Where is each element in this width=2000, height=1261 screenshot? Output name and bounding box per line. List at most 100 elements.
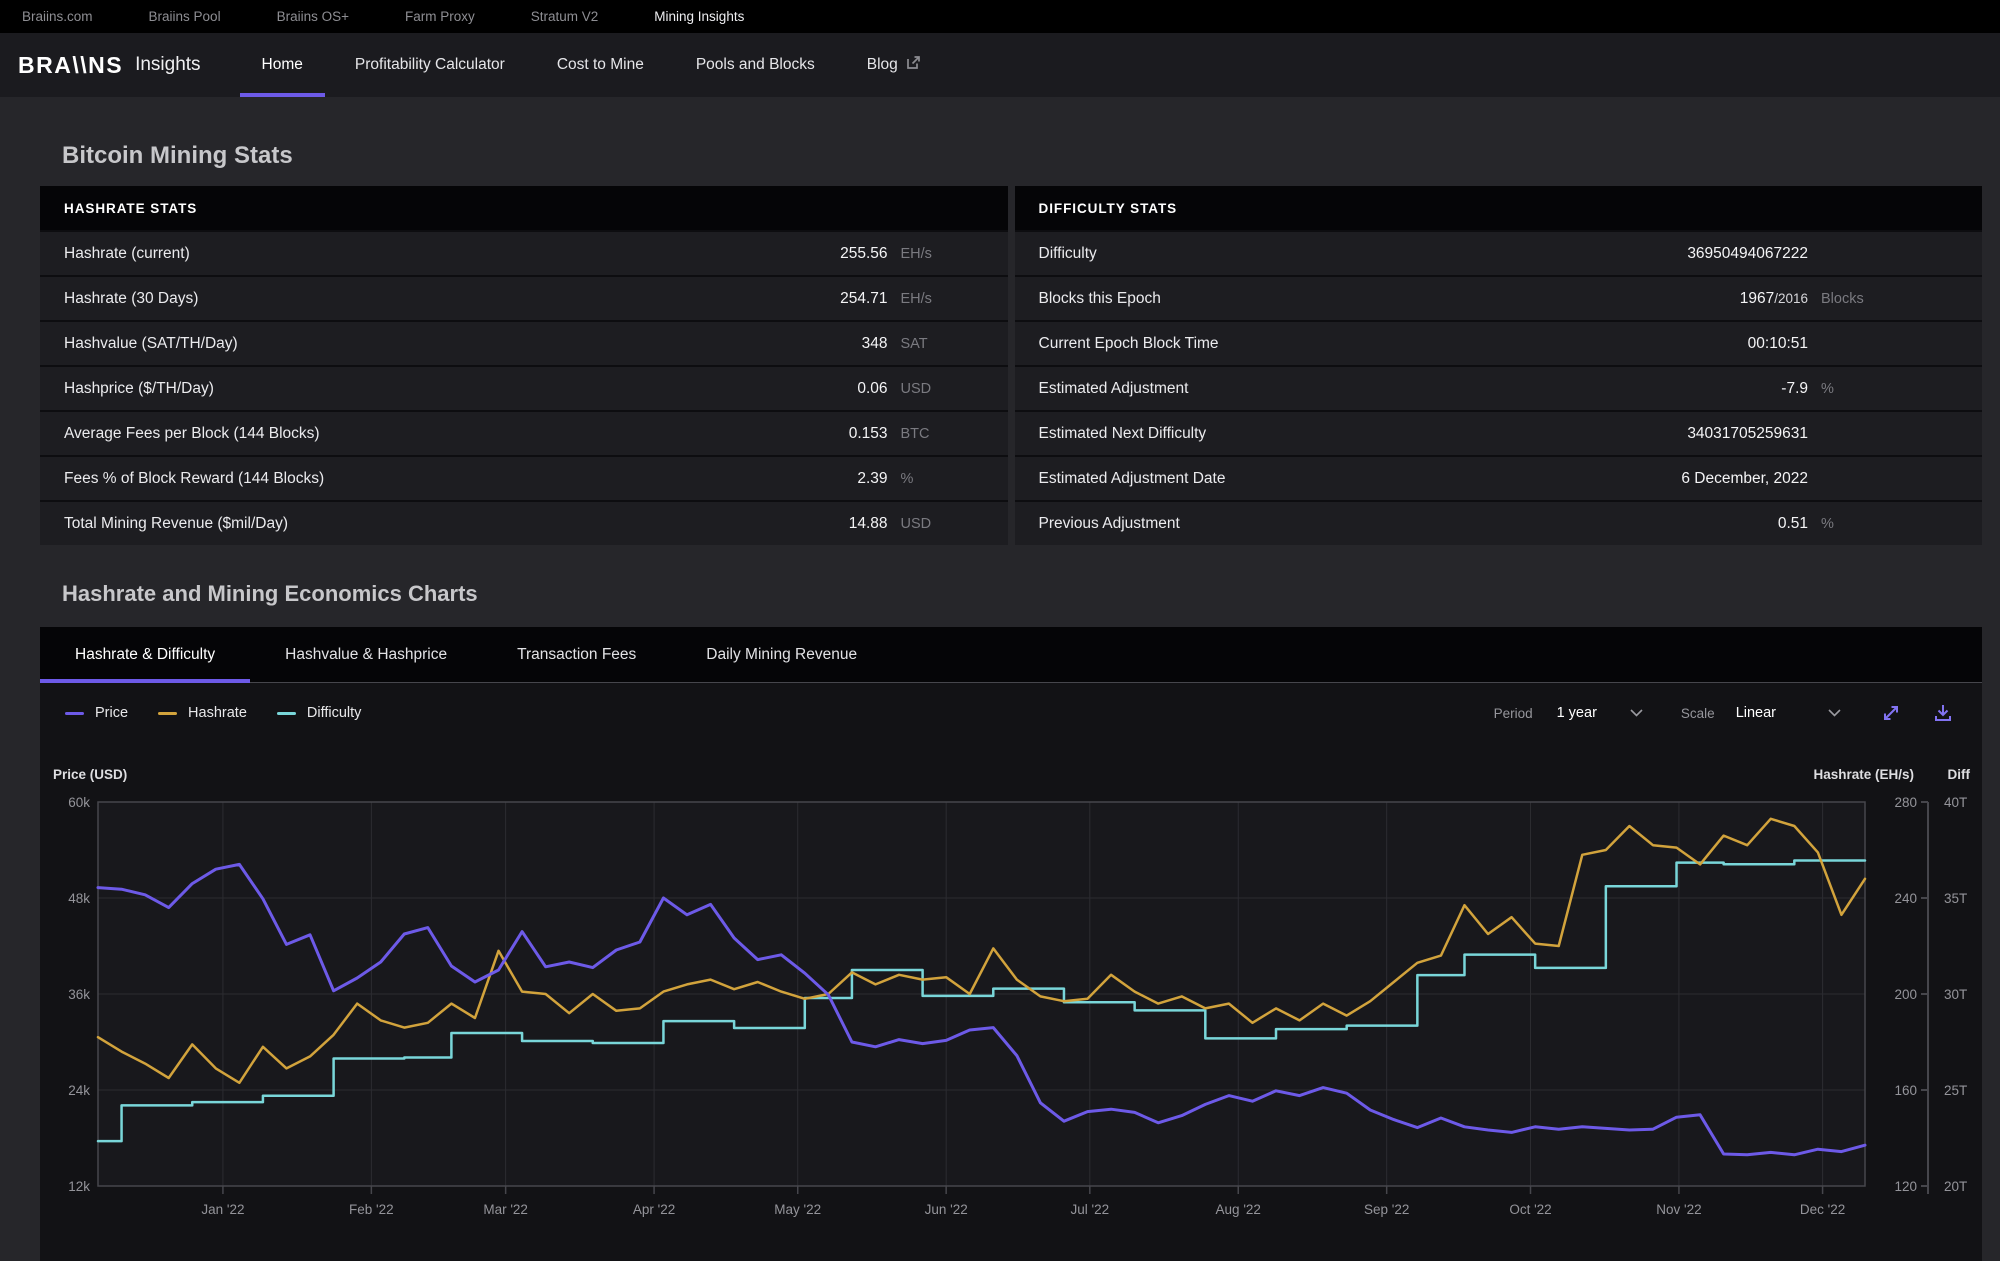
svg-text:Dec '22: Dec '22 (1800, 1202, 1845, 1217)
nav-item-label: Cost to Mine (556, 56, 644, 73)
svg-text:Jan '22: Jan '22 (201, 1202, 244, 1217)
row-value: 0.51 (1777, 514, 1808, 532)
nav-item-home[interactable]: Home (239, 33, 325, 97)
topbar-item-braiins-pool[interactable]: Braiins Pool (148, 9, 221, 24)
download-chart-icon[interactable] (1933, 703, 1953, 723)
row-unit: % (1821, 380, 1834, 397)
topbar-item-stratum-v2[interactable]: Stratum V2 (530, 9, 599, 24)
svg-text:280: 280 (1894, 795, 1917, 810)
hashrate-axis-title: Hashrate (EH/s) (1813, 767, 1914, 782)
row-unit: USD (900, 515, 932, 532)
nav-item-label: Profitability Calculator (354, 56, 505, 73)
svg-text:12k: 12k (68, 1179, 90, 1194)
svg-text:Mar '22: Mar '22 (483, 1202, 528, 1217)
topbar-item-braiins-os-[interactable]: Braiins OS+ (276, 9, 349, 24)
row-label: Average Fees per Block (144 Blocks) (64, 424, 320, 442)
active-tab-underline (40, 679, 251, 683)
row-value: 14.88 (848, 514, 888, 532)
series-line-price (96, 862, 1867, 1157)
row-unit: EH/s (900, 290, 932, 307)
braiins-logo: BRA\\NS (18, 51, 124, 78)
left-axis-title: Price (USD) (53, 767, 128, 782)
period-select[interactable]: 1 year (1556, 705, 1597, 721)
svg-text:30T: 30T (1944, 987, 1967, 1002)
nav-items: Home Profitability Calculator Cost to Mine… (239, 33, 943, 97)
table-row: Current Epoch Block Time 00:10:51 (1014, 320, 1982, 365)
row-unit: USD (900, 380, 932, 397)
diff-axis-title: Diff (1947, 767, 1971, 782)
svg-text:200: 200 (1894, 987, 1917, 1002)
row-label: Estimated Adjustment (1038, 379, 1189, 397)
topbar-item-braiins-com[interactable]: Braiins.com (22, 9, 93, 24)
table-row: Total Mining Revenue ($mil/Day) 14.88 USD (40, 500, 1008, 545)
chevron-down-icon[interactable] (1630, 709, 1643, 717)
table-row: Average Fees per Block (144 Blocks) 0.153… (40, 410, 1008, 455)
scale-select[interactable]: Linear (1735, 705, 1776, 721)
row-unit: BTC (900, 425, 930, 442)
nav-item-label: Home (261, 56, 303, 73)
table-row: Estimated Adjustment -7.9% (1014, 365, 1982, 410)
table-row: Estimated Adjustment Date 6 December, 202… (1014, 455, 1982, 500)
chevron-down-icon[interactable] (1828, 709, 1841, 717)
row-unit: Blocks (1821, 290, 1864, 307)
row-value: 0.06 (857, 379, 888, 397)
tab-hashrate-difficulty[interactable]: Hashrate & Difficulty (40, 627, 251, 683)
topbar-item-farm-proxy[interactable]: Farm Proxy (404, 9, 475, 24)
row-unit: SAT (900, 335, 928, 352)
table-row: Hashprice ($/TH/Day) 0.06 USD (40, 365, 1008, 410)
stats-table: HASHRATE STATS Hashrate (current) 255.56 EH… (40, 186, 1008, 545)
scale-label: Scale (1680, 705, 1715, 721)
page-title: Bitcoin Mining Stats (62, 142, 293, 169)
svg-text:48k: 48k (68, 891, 90, 906)
chart-legend: Price Hashrate Difficulty (65, 705, 361, 721)
chart-plot[interactable]: 60k 280 40T 48k 240 35T 36k 200 30T 24k 160 25T 12k 1… (40, 683, 1982, 1261)
svg-text:35T: 35T (1944, 891, 1967, 906)
main-nav: BRA\\NS Insights Home Profitability Calcu… (0, 33, 2000, 98)
legend-item-hashrate[interactable]: Hashrate (158, 705, 247, 721)
tab-label: Daily Mining Revenue (706, 645, 858, 663)
topbar-item-mining-insights[interactable]: Mining Insights (654, 9, 745, 24)
top-utility-bar: Braiins.com Braiins Pool Braiins OS+ Farm P… (0, 0, 2000, 33)
nav-item-blog[interactable]: Blog (845, 33, 943, 97)
tab-transaction-fees[interactable]: Transaction Fees (482, 627, 671, 682)
nav-item-cost-to-mine[interactable]: Cost to Mine (535, 33, 666, 97)
expand-chart-icon[interactable] (1881, 703, 1901, 723)
svg-text:60k: 60k (68, 795, 90, 810)
series-line-difficulty (96, 859, 1867, 1143)
table-header: HASHRATE STATS (40, 186, 1008, 230)
table-row: Estimated Next Difficulty 34031705259631 (1014, 410, 1982, 455)
row-value: 2.39 (857, 469, 888, 487)
tab-label: Transaction Fees (517, 645, 637, 663)
brand[interactable]: BRA\\NS Insights (18, 33, 201, 97)
row-label: Hashrate (current) (64, 244, 190, 262)
row-label: Total Mining Revenue ($mil/Day) (64, 514, 288, 532)
svg-text:24k: 24k (68, 1083, 90, 1098)
tab-hashvalue-hashprice[interactable]: Hashvalue & Hashprice (250, 627, 482, 682)
row-label: Difficulty (1038, 244, 1097, 262)
legend-item-price[interactable]: Price (65, 705, 128, 721)
chart-controls: Period 1 year Scale Linear (1494, 703, 1953, 723)
tab-label: Hashvalue & Hashprice (285, 645, 448, 663)
row-value: 254.71 (840, 289, 888, 307)
external-link-icon (906, 55, 921, 75)
tab-daily-mining-revenue[interactable]: Daily Mining Revenue (671, 627, 892, 682)
table-row: Previous Adjustment 0.51% (1014, 500, 1982, 545)
active-nav-underline (239, 93, 325, 97)
nav-item-label: Pools and Blocks (695, 56, 815, 73)
nav-item-profitability-calculator[interactable]: Profitability Calculator (333, 33, 527, 97)
row-label: Blocks this Epoch (1038, 289, 1161, 307)
svg-text:40T: 40T (1944, 795, 1967, 810)
table-row: Hashvalue (SAT/TH/Day) 348 SAT (40, 320, 1008, 365)
svg-text:Oct '22: Oct '22 (1509, 1202, 1551, 1217)
svg-text:120: 120 (1894, 1179, 1917, 1194)
legend-item-difficulty[interactable]: Difficulty (276, 705, 362, 721)
svg-text:20T: 20T (1944, 1179, 1967, 1194)
row-unit: % (1821, 515, 1834, 532)
main-content: Bitcoin Mining Stats HASHRATE STATS Hashr… (40, 142, 1982, 1261)
nav-item-pools-and-blocks[interactable]: Pools and Blocks (674, 33, 837, 97)
row-value-suffix: /2016 (1774, 290, 1808, 306)
row-label: Hashrate (30 Days) (64, 289, 199, 307)
row-label: Current Epoch Block Time (1038, 334, 1219, 352)
table-row: Blocks this Epoch 1967/2016 Blocks (1014, 275, 1982, 320)
legend-label: Difficulty (306, 705, 362, 721)
